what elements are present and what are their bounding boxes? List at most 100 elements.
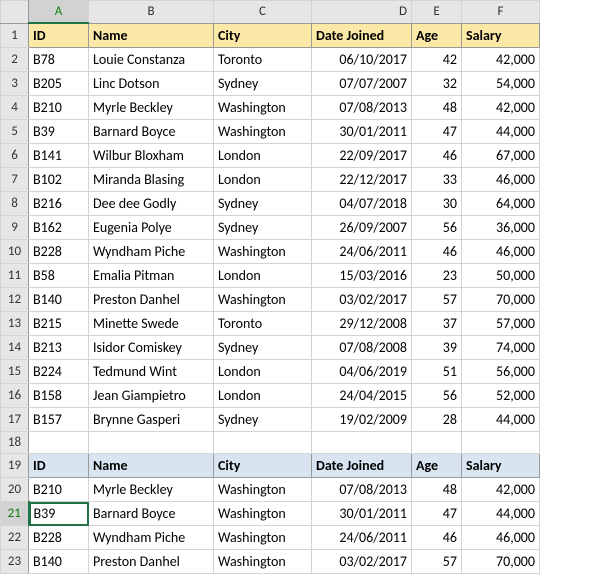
cell-C18[interactable] [214,432,312,454]
cell-B12[interactable]: Preston Danhel [89,288,214,312]
cell-F16[interactable]: 52,000 [462,384,540,408]
row-header-22[interactable]: 22 [1,526,29,550]
col-header-F[interactable]: F [462,1,540,24]
cell-E4[interactable]: 48 [412,96,462,120]
cell-E8[interactable]: 30 [412,192,462,216]
cell-C4[interactable]: Washington [214,96,312,120]
cell-C2[interactable]: Toronto [214,48,312,72]
cell-F18[interactable] [462,432,540,454]
row-header-15[interactable]: 15 [1,360,29,384]
cell-B2[interactable]: Louie Constanza [89,48,214,72]
cell-A5[interactable]: B39 [29,120,89,144]
col-header-D[interactable]: D [312,1,412,24]
cell-B9[interactable]: Eugenia Polye [89,216,214,240]
cell-B15[interactable]: Tedmund Wint [89,360,214,384]
cell-A20[interactable]: B210 [29,478,89,502]
cell-A6[interactable]: B141 [29,144,89,168]
cell-D12[interactable]: 03/02/2017 [312,288,412,312]
cell-D1[interactable]: Date Joined [312,23,412,48]
cell-A17[interactable]: B157 [29,408,89,432]
cell-C6[interactable]: London [214,144,312,168]
cell-E5[interactable]: 47 [412,120,462,144]
cell-F9[interactable]: 36,000 [462,216,540,240]
cell-D5[interactable]: 30/01/2011 [312,120,412,144]
row-header-18[interactable]: 18 [1,432,29,454]
cell-F19[interactable]: Salary [462,454,540,478]
row-header-6[interactable]: 6 [1,144,29,168]
spreadsheet-grid[interactable]: ABCDEF1IDNameCityDate JoinedAgeSalary2B7… [0,0,540,574]
row-header-17[interactable]: 17 [1,408,29,432]
cell-D6[interactable]: 22/09/2017 [312,144,412,168]
row-header-4[interactable]: 4 [1,96,29,120]
cell-E20[interactable]: 48 [412,478,462,502]
cell-C7[interactable]: London [214,168,312,192]
cell-F7[interactable]: 46,000 [462,168,540,192]
cell-F6[interactable]: 67,000 [462,144,540,168]
cell-D21[interactable]: 30/01/2011 [312,502,412,526]
cell-F15[interactable]: 56,000 [462,360,540,384]
cell-B17[interactable]: Brynne Gasperi [89,408,214,432]
row-header-19[interactable]: 19 [1,454,29,478]
cell-D4[interactable]: 07/08/2013 [312,96,412,120]
cell-C5[interactable]: Washington [214,120,312,144]
cell-F11[interactable]: 50,000 [462,264,540,288]
cell-E13[interactable]: 37 [412,312,462,336]
cell-E3[interactable]: 32 [412,72,462,96]
cell-F5[interactable]: 44,000 [462,120,540,144]
cell-D8[interactable]: 04/07/2018 [312,192,412,216]
cell-C21[interactable]: Washington [214,502,312,526]
cell-A2[interactable]: B78 [29,48,89,72]
cell-B20[interactable]: Myrle Beckley [89,478,214,502]
cell-D15[interactable]: 04/06/2019 [312,360,412,384]
cell-A12[interactable]: B140 [29,288,89,312]
cell-B16[interactable]: Jean Giampietro [89,384,214,408]
col-header-A[interactable]: A [29,1,89,24]
cell-E2[interactable]: 42 [412,48,462,72]
cell-E22[interactable]: 46 [412,526,462,550]
cell-A8[interactable]: B216 [29,192,89,216]
cell-C17[interactable]: Sydney [214,408,312,432]
cell-F13[interactable]: 57,000 [462,312,540,336]
cell-C16[interactable]: London [214,384,312,408]
cell-B19[interactable]: Name [89,454,214,478]
cell-D2[interactable]: 06/10/2017 [312,48,412,72]
cell-A19[interactable]: ID [29,454,89,478]
cell-A13[interactable]: B215 [29,312,89,336]
col-header-C[interactable]: C [214,1,312,24]
row-header-5[interactable]: 5 [1,120,29,144]
cell-F14[interactable]: 74,000 [462,336,540,360]
cell-C22[interactable]: Washington [214,526,312,550]
cell-D9[interactable]: 26/09/2007 [312,216,412,240]
cell-D3[interactable]: 07/07/2007 [312,72,412,96]
cell-D17[interactable]: 19/02/2009 [312,408,412,432]
cell-A10[interactable]: B228 [29,240,89,264]
cell-A18[interactable] [29,432,89,454]
cell-E15[interactable]: 51 [412,360,462,384]
cell-A11[interactable]: B58 [29,264,89,288]
cell-C9[interactable]: Sydney [214,216,312,240]
cell-E12[interactable]: 57 [412,288,462,312]
cell-D13[interactable]: 29/12/2008 [312,312,412,336]
cell-E19[interactable]: Age [412,454,462,478]
cell-F8[interactable]: 64,000 [462,192,540,216]
cell-C12[interactable]: Washington [214,288,312,312]
cell-A14[interactable]: B213 [29,336,89,360]
cell-C8[interactable]: Sydney [214,192,312,216]
row-header-16[interactable]: 16 [1,384,29,408]
cell-D11[interactable]: 15/03/2016 [312,264,412,288]
cell-A1[interactable]: ID [29,23,89,48]
cell-A21[interactable]: B39 [29,502,89,526]
cell-D22[interactable]: 24/06/2011 [312,526,412,550]
row-header-2[interactable]: 2 [1,48,29,72]
cell-B6[interactable]: Wilbur Bloxham [89,144,214,168]
row-header-1[interactable]: 1 [1,23,29,48]
cell-A9[interactable]: B162 [29,216,89,240]
cell-F17[interactable]: 44,000 [462,408,540,432]
cell-B4[interactable]: Myrle Beckley [89,96,214,120]
cell-D7[interactable]: 22/12/2017 [312,168,412,192]
select-all-corner[interactable] [1,1,29,24]
row-header-9[interactable]: 9 [1,216,29,240]
cell-B14[interactable]: Isidor Comiskey [89,336,214,360]
cell-C19[interactable]: City [214,454,312,478]
cell-F10[interactable]: 46,000 [462,240,540,264]
